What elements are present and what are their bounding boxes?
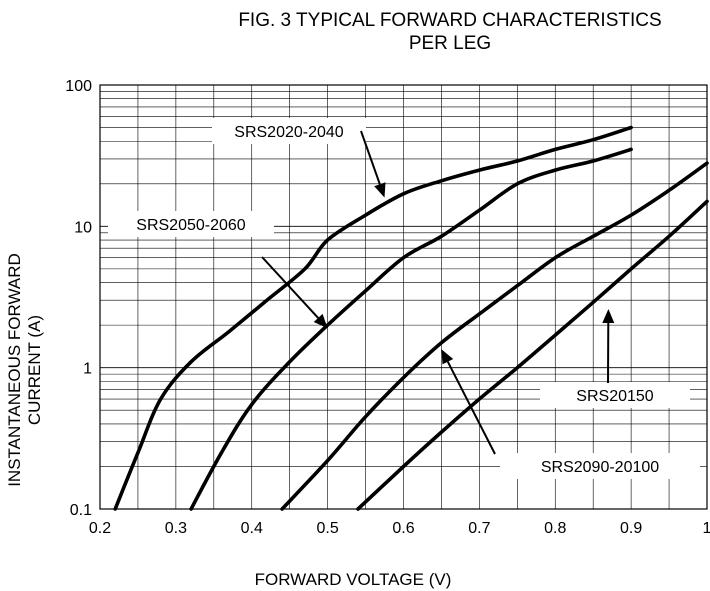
annotation-arrow-line <box>261 256 319 319</box>
series-line-srs2050-2060 <box>189 147 633 511</box>
y-tick-label: 0.1 <box>70 502 92 519</box>
x-axis-label: FORWARD VOLTAGE (V) <box>255 570 452 589</box>
annotation-label-bg <box>500 453 700 479</box>
annotation-label: SRS2090-20100 <box>541 459 659 476</box>
annotation-label-bg <box>540 382 690 408</box>
series-line-srs20150 <box>356 199 709 511</box>
y-axis-label-line-1: INSTANTANEOUS FORWARD <box>5 253 24 487</box>
y-tick-label: 1 <box>83 361 92 378</box>
annotation-arrow-head <box>441 349 454 365</box>
annotation-arrow-line <box>446 361 496 455</box>
x-tick-label: 0.5 <box>317 520 339 537</box>
x-tick-label: 0.8 <box>544 520 566 537</box>
chart-title: FIG. 3 TYPICAL FORWARD CHARACTERISTICS <box>238 10 662 31</box>
x-tick-label: 1 <box>703 520 710 537</box>
y-tick-label: 10 <box>74 219 92 236</box>
annotation-label: SRS20150 <box>576 388 653 405</box>
y-tick-label: 100 <box>65 78 92 95</box>
annotation-arrow-head <box>313 313 328 329</box>
x-tick-label: 0.6 <box>392 520 414 537</box>
annotation-arrow-head <box>602 309 615 323</box>
series-line-srs2090-20100 <box>280 161 709 511</box>
annotation-arrow-head <box>374 182 386 198</box>
x-tick-label: 0.9 <box>620 520 642 537</box>
chart-subtitle: PER LEG <box>408 33 492 54</box>
x-tick-label: 0.7 <box>468 520 490 537</box>
annotation-label-bg <box>212 118 366 144</box>
y-axis-label-line-2: CURRENT (A) <box>25 315 44 425</box>
plot-frame <box>99 84 708 510</box>
annotation-label-bg <box>108 211 274 237</box>
x-tick-label: 0.3 <box>165 520 187 537</box>
annotation-label: SRS2020-2040 <box>234 124 344 141</box>
annotation-label: SRS2050-2060 <box>136 217 246 234</box>
series-line-srs2020-2040 <box>113 125 633 511</box>
x-tick-label: 0.4 <box>241 520 263 537</box>
annotation-arrow-line <box>360 130 381 185</box>
x-tick-label: 0.2 <box>89 520 111 537</box>
